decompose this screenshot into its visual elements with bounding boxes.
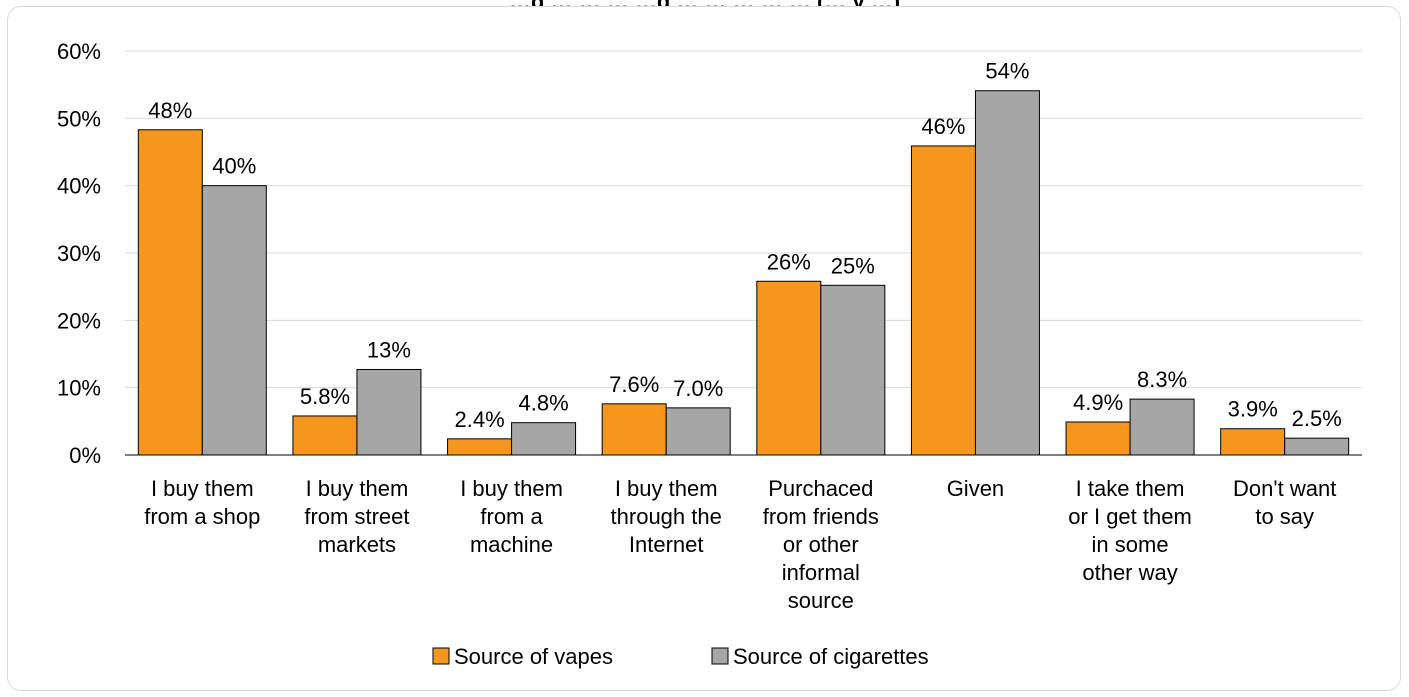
legend-swatch bbox=[711, 647, 729, 665]
legend-label: Source of cigarettes bbox=[733, 644, 929, 669]
data-label: 3.9% bbox=[1228, 397, 1278, 422]
bar-cigarettes bbox=[820, 284, 886, 456]
data-label: 2.4% bbox=[454, 407, 504, 432]
data-label: 7.0% bbox=[673, 376, 723, 401]
data-label: 25% bbox=[831, 253, 875, 278]
y-tick-label: 30% bbox=[57, 241, 101, 266]
y-tick-label: 50% bbox=[57, 106, 101, 131]
data-label: 5.8% bbox=[300, 384, 350, 409]
bar-vapes bbox=[601, 403, 667, 456]
y-tick-label: 60% bbox=[57, 39, 101, 64]
bar-vapes bbox=[756, 280, 822, 456]
bar-cigarettes bbox=[201, 185, 267, 456]
data-label: 46% bbox=[921, 114, 965, 139]
bar-cigarettes bbox=[1129, 398, 1195, 456]
x-tick-label: Given bbox=[947, 476, 1004, 501]
data-label: 8.3% bbox=[1137, 367, 1187, 392]
bar-vapes bbox=[137, 129, 203, 456]
x-tick-label: I buy them from street markets bbox=[304, 476, 409, 557]
x-tick-label: I buy them through the Internet bbox=[611, 476, 722, 557]
y-tick-label: 40% bbox=[57, 174, 101, 199]
data-label: 7.6% bbox=[609, 372, 659, 397]
data-label: 26% bbox=[767, 249, 811, 274]
bar-vapes bbox=[1220, 428, 1286, 456]
data-label: 13% bbox=[367, 337, 411, 362]
bar-cigarettes bbox=[356, 368, 422, 456]
bar-vapes bbox=[447, 438, 513, 456]
legend-swatch bbox=[432, 647, 450, 665]
y-tick-label: 20% bbox=[57, 308, 101, 333]
data-label: 4.8% bbox=[518, 391, 568, 416]
bar-cigarettes bbox=[665, 407, 731, 456]
bar-vapes bbox=[910, 145, 976, 456]
y-tick-label: 0% bbox=[69, 443, 101, 468]
legend-label: Source of vapes bbox=[454, 644, 613, 669]
x-tick-label: I buy them from a shop bbox=[144, 476, 260, 529]
x-tick-label: I buy them from a machine bbox=[460, 476, 563, 557]
data-label: 4.9% bbox=[1073, 390, 1123, 415]
data-label: 48% bbox=[148, 98, 192, 123]
data-label: 54% bbox=[985, 59, 1029, 84]
y-tick-label: 10% bbox=[57, 376, 101, 401]
x-tick-label: I take them or I get them in some other way bbox=[1068, 476, 1192, 585]
x-tick-label: Purchaced from friends or other informal sou… bbox=[763, 476, 879, 613]
bar-cigarettes bbox=[974, 90, 1040, 456]
x-tick-label: Don't want to say bbox=[1233, 476, 1336, 529]
data-label: 2.5% bbox=[1292, 406, 1342, 431]
bar-cigarettes bbox=[511, 422, 577, 456]
data-label: 40% bbox=[212, 154, 256, 179]
bar-cigarettes bbox=[1284, 437, 1350, 456]
bar-vapes bbox=[292, 415, 358, 456]
bar-vapes bbox=[1065, 421, 1131, 456]
